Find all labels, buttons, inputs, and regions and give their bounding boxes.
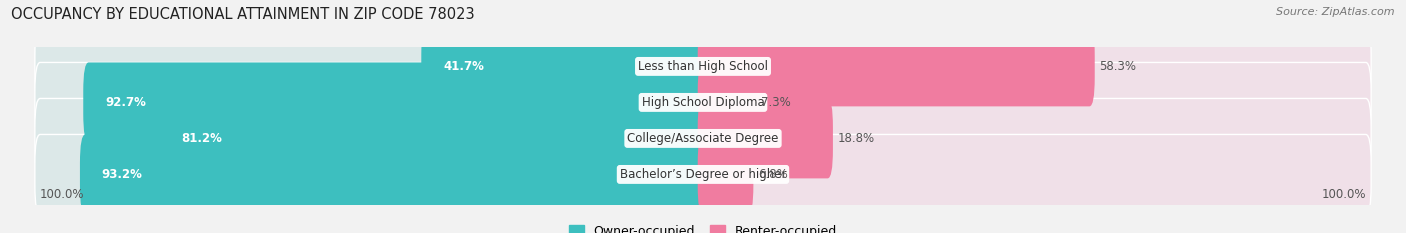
Legend: Owner-occupied, Renter-occupied: Owner-occupied, Renter-occupied xyxy=(564,220,842,233)
FancyBboxPatch shape xyxy=(697,134,1371,214)
Text: OCCUPANCY BY EDUCATIONAL ATTAINMENT IN ZIP CODE 78023: OCCUPANCY BY EDUCATIONAL ATTAINMENT IN Z… xyxy=(11,7,475,22)
FancyBboxPatch shape xyxy=(697,99,1371,178)
Text: Less than High School: Less than High School xyxy=(638,60,768,73)
FancyBboxPatch shape xyxy=(35,26,709,106)
Text: 100.0%: 100.0% xyxy=(41,188,84,201)
FancyBboxPatch shape xyxy=(80,134,709,214)
Text: 93.2%: 93.2% xyxy=(101,168,142,181)
FancyBboxPatch shape xyxy=(83,62,709,142)
Text: 6.8%: 6.8% xyxy=(758,168,787,181)
FancyBboxPatch shape xyxy=(697,99,832,178)
Text: 7.3%: 7.3% xyxy=(761,96,792,109)
Text: Source: ZipAtlas.com: Source: ZipAtlas.com xyxy=(1277,7,1395,17)
Text: High School Diploma: High School Diploma xyxy=(641,96,765,109)
Text: 81.2%: 81.2% xyxy=(181,132,222,145)
FancyBboxPatch shape xyxy=(159,99,709,178)
Text: 41.7%: 41.7% xyxy=(443,60,484,73)
Text: 58.3%: 58.3% xyxy=(1099,60,1136,73)
Text: College/Associate Degree: College/Associate Degree xyxy=(627,132,779,145)
Text: 100.0%: 100.0% xyxy=(1322,188,1365,201)
FancyBboxPatch shape xyxy=(697,26,1095,106)
FancyBboxPatch shape xyxy=(697,134,754,214)
FancyBboxPatch shape xyxy=(697,62,1371,142)
Text: Bachelor’s Degree or higher: Bachelor’s Degree or higher xyxy=(620,168,786,181)
FancyBboxPatch shape xyxy=(697,62,756,142)
Text: 18.8%: 18.8% xyxy=(838,132,875,145)
FancyBboxPatch shape xyxy=(422,26,709,106)
Text: 92.7%: 92.7% xyxy=(105,96,146,109)
FancyBboxPatch shape xyxy=(35,99,709,178)
FancyBboxPatch shape xyxy=(697,26,1371,106)
FancyBboxPatch shape xyxy=(35,134,709,214)
FancyBboxPatch shape xyxy=(35,62,709,142)
